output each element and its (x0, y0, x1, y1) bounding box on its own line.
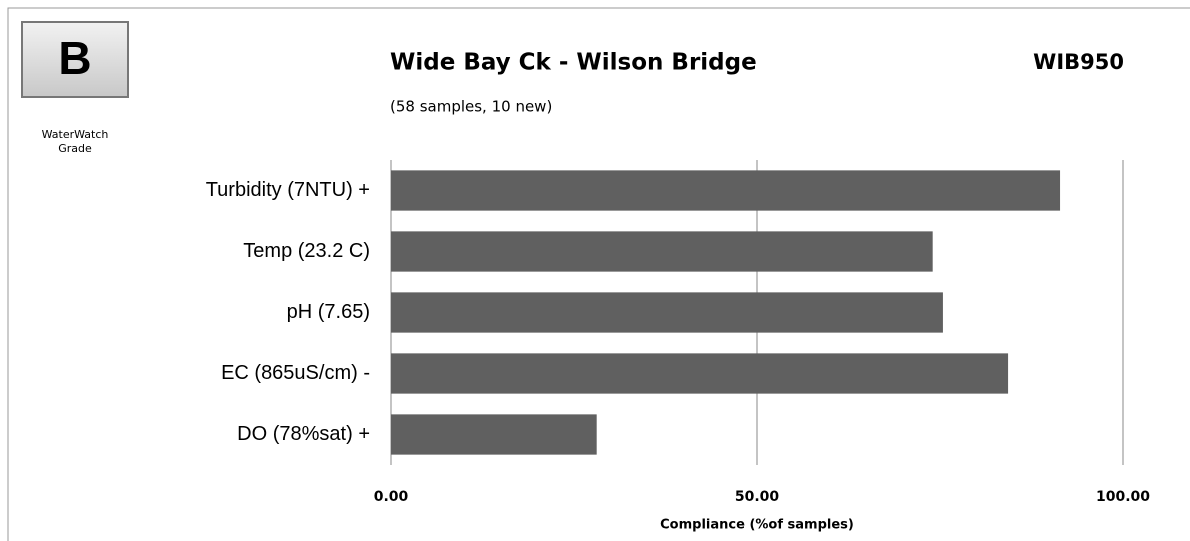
bar (391, 170, 1061, 211)
y-tick-label: Turbidity (7NTU) + (206, 179, 370, 201)
bar (391, 353, 1009, 394)
grade-label: Grade (58, 142, 92, 155)
x-tick-label: 100.00 (1096, 489, 1150, 505)
bar (391, 414, 597, 455)
bar (391, 231, 933, 272)
grade-box (21, 21, 129, 98)
site-code: WIB950 (1033, 50, 1124, 74)
y-tick-label: pH (7.65) (287, 301, 370, 323)
subtitle: (58 samples, 10 new) (390, 98, 552, 116)
x-tick-label: 0.00 (374, 489, 409, 505)
y-tick-label: EC (865uS/cm) - (221, 362, 370, 384)
x-axis-label: Compliance (%of samples) (660, 518, 854, 533)
x-tick-label: 50.00 (735, 489, 780, 505)
y-tick-label: Temp (23.2 C) (243, 240, 370, 262)
y-tick-label: DO (78%sat) + (237, 423, 370, 445)
grade-label: WaterWatch (42, 128, 109, 141)
frame (7, 7, 1190, 541)
bar (391, 292, 943, 333)
grade: B (58, 32, 91, 84)
chart-title: Wide Bay Ck - Wilson Bridge (390, 50, 757, 76)
